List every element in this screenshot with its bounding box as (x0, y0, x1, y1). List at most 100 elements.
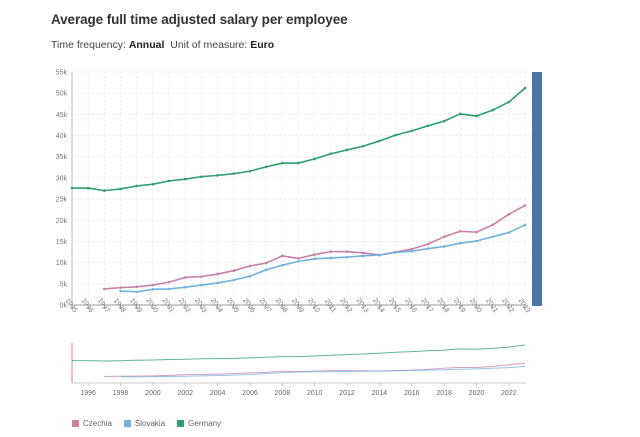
data-point-germany[interactable] (410, 129, 414, 133)
data-point-czechia[interactable] (167, 280, 171, 284)
x-tick-label: 2011 (323, 298, 337, 314)
data-point-slovakia[interactable] (329, 256, 333, 260)
data-point-czechia[interactable] (475, 230, 478, 234)
vertical-scrollbar[interactable] (532, 72, 542, 306)
x-tick-label: 1997 (96, 297, 111, 314)
y-tick-label: 20k (56, 218, 68, 225)
data-point-slovakia[interactable] (394, 251, 397, 254)
data-point-slovakia[interactable] (458, 241, 462, 245)
x-tick-label: 2016 (403, 297, 418, 314)
data-point-czechia[interactable] (491, 223, 494, 227)
data-point-germany[interactable] (167, 179, 171, 183)
data-point-czechia[interactable] (281, 254, 284, 258)
legend-item-czechia[interactable]: Czechia (72, 419, 112, 428)
data-point-slovakia[interactable] (200, 283, 203, 287)
data-point-slovakia[interactable] (297, 260, 300, 263)
data-point-germany[interactable] (86, 186, 90, 190)
data-point-slovakia[interactable] (523, 223, 527, 227)
data-point-germany[interactable] (281, 161, 284, 165)
navigator-tick-label: 2008 (275, 390, 291, 397)
data-point-slovakia[interactable] (507, 231, 511, 234)
data-point-germany[interactable] (329, 152, 333, 156)
x-tick-label: 2007 (258, 297, 273, 314)
data-point-slovakia[interactable] (216, 281, 219, 285)
data-point-germany[interactable] (361, 144, 365, 148)
data-point-czechia[interactable] (410, 247, 414, 251)
navigator[interactable]: 1996 1998 2000 2002 2004 2006 2008 2010 2012 2014… (71, 343, 527, 397)
data-point-slovakia[interactable] (410, 249, 414, 253)
data-point-czechia[interactable] (232, 269, 236, 272)
data-point-czechia[interactable] (103, 287, 106, 291)
data-point-slovakia[interactable] (491, 235, 494, 239)
data-point-czechia[interactable] (426, 242, 430, 246)
data-point-czechia[interactable] (345, 250, 349, 253)
data-point-slovakia[interactable] (426, 247, 430, 250)
series-line-slovakia (120, 224, 526, 293)
x-tick-label: 2014 (371, 297, 386, 314)
data-point-germany[interactable] (200, 175, 203, 178)
data-point-germany[interactable] (345, 148, 349, 152)
data-point-slovakia[interactable] (442, 245, 446, 248)
data-point-germany[interactable] (151, 182, 155, 186)
data-point-germany[interactable] (378, 139, 381, 143)
data-point-czechia[interactable] (200, 275, 203, 278)
data-point-germany[interactable] (103, 189, 106, 192)
data-point-czechia[interactable] (135, 285, 139, 289)
data-point-germany[interactable] (442, 119, 446, 123)
data-point-czechia[interactable] (507, 213, 511, 216)
data-point-slovakia[interactable] (361, 254, 365, 258)
data-point-czechia[interactable] (183, 276, 187, 279)
data-point-slovakia[interactable] (183, 285, 187, 289)
data-point-czechia[interactable] (361, 251, 365, 255)
data-point-germany[interactable] (297, 161, 300, 165)
x-tick-label: 2021 (484, 297, 499, 314)
data-point-germany[interactable] (232, 172, 236, 175)
legend-item-slovakia[interactable]: Slovakia (123, 419, 166, 428)
unit-label: Unit of measure: (170, 39, 248, 51)
data-point-germany[interactable] (475, 114, 478, 118)
data-point-czechia[interactable] (151, 283, 155, 287)
data-point-slovakia[interactable] (151, 288, 155, 291)
data-point-germany[interactable] (183, 177, 187, 181)
data-point-slovakia[interactable] (167, 287, 171, 291)
data-point-germany[interactable] (313, 157, 316, 161)
data-point-germany[interactable] (523, 86, 527, 90)
data-point-czechia[interactable] (442, 235, 446, 239)
data-point-germany[interactable] (426, 124, 430, 128)
data-point-czechia[interactable] (313, 253, 316, 256)
data-point-germany[interactable] (135, 184, 139, 188)
data-point-slovakia[interactable] (345, 255, 349, 259)
data-point-czechia[interactable] (523, 204, 527, 207)
data-point-slovakia[interactable] (378, 253, 381, 257)
data-point-slovakia[interactable] (281, 263, 284, 267)
data-point-slovakia[interactable] (475, 239, 478, 243)
data-point-germany[interactable] (119, 187, 122, 191)
data-point-slovakia[interactable] (232, 278, 236, 282)
data-point-germany[interactable] (216, 174, 219, 177)
legend-item-germany[interactable]: Germany (177, 419, 221, 428)
data-point-czechia[interactable] (458, 229, 462, 233)
data-point-slovakia[interactable] (135, 290, 139, 294)
data-point-slovakia[interactable] (264, 268, 268, 272)
data-point-slovakia[interactable] (248, 274, 252, 278)
data-point-germany[interactable] (458, 112, 462, 116)
data-point-slovakia[interactable] (313, 257, 316, 261)
grid (71, 71, 529, 306)
legend-swatch (72, 420, 79, 427)
data-point-germany[interactable] (507, 100, 511, 104)
data-point-czechia[interactable] (264, 261, 268, 265)
data-point-germany[interactable] (394, 133, 397, 137)
data-point-czechia[interactable] (216, 272, 219, 276)
data-point-germany[interactable] (264, 165, 268, 169)
legend-label: Slovakia (134, 419, 166, 428)
data-point-germany[interactable] (491, 108, 494, 112)
data-point-czechia[interactable] (119, 286, 122, 289)
data-point-czechia[interactable] (297, 257, 300, 260)
data-point-germany[interactable] (70, 186, 74, 190)
data-point-czechia[interactable] (329, 250, 333, 253)
x-tick-label: 2013 (355, 297, 370, 314)
data-point-germany[interactable] (248, 169, 252, 173)
data-point-slovakia[interactable] (119, 289, 122, 293)
x-axis: 1995 1996 1997 1998 1999 2000 2001 2002 2003 2004… (63, 297, 531, 314)
data-point-czechia[interactable] (248, 264, 252, 268)
